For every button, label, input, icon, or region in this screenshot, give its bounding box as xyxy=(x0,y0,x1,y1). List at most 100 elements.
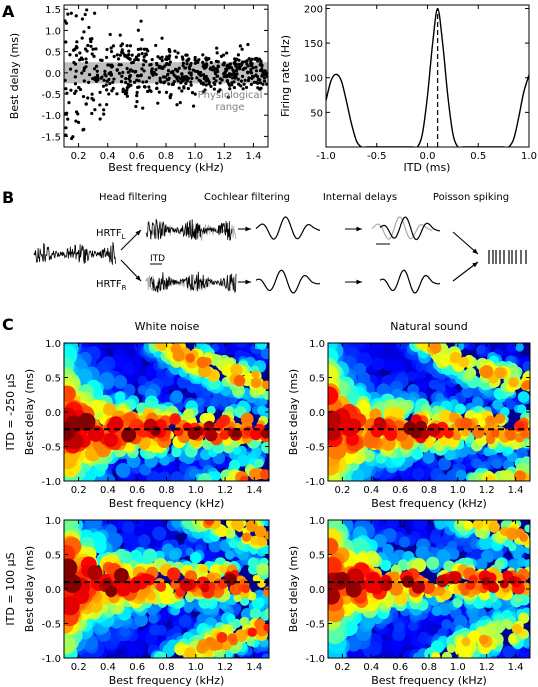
y-axis-label: Best delay (ms) xyxy=(23,369,36,455)
scatter-point xyxy=(246,78,251,83)
scatter-point xyxy=(177,66,181,70)
scatter-point xyxy=(262,79,267,83)
scatter-point xyxy=(125,94,130,98)
x-tick-label: 0.0 xyxy=(420,151,436,162)
map-cell xyxy=(506,527,519,541)
y-tick-label: -0.5 xyxy=(41,90,61,101)
map-cell xyxy=(426,556,440,570)
scatter-point xyxy=(174,55,178,59)
map-cell xyxy=(421,580,435,595)
scatter-point xyxy=(69,88,73,92)
scatter-point xyxy=(64,40,68,44)
scatter-point xyxy=(234,69,239,73)
map-cell xyxy=(158,471,171,481)
scatter-point xyxy=(93,11,97,15)
scatter-point xyxy=(212,76,216,81)
scatter-point xyxy=(86,80,91,84)
map-cell xyxy=(379,639,392,652)
scatter-point xyxy=(100,58,104,63)
x-axis-ticks: -1.0 -0.5 0.0 0.5 1.0 xyxy=(316,5,537,162)
x-tick-label: 1.4 xyxy=(246,485,262,496)
map-cell xyxy=(213,640,223,651)
map-cell xyxy=(121,361,135,375)
scatter-point xyxy=(158,56,162,60)
scatter-point xyxy=(238,64,242,68)
scatter-point xyxy=(68,67,73,71)
map-cell xyxy=(105,343,117,352)
map-cell xyxy=(256,562,269,576)
scatter-point xyxy=(111,44,116,48)
map-cell xyxy=(492,399,503,410)
scatter-point xyxy=(254,73,258,77)
scatter-point xyxy=(73,47,77,51)
scatter-point xyxy=(84,60,89,65)
scatter-point xyxy=(224,67,228,71)
scatter-point xyxy=(94,47,98,51)
y-axis-ticks: 200 150 100 50 xyxy=(304,4,529,119)
scatter-point xyxy=(84,57,88,61)
scatter-point xyxy=(91,76,95,81)
map-cell xyxy=(170,471,184,481)
scatter-point xyxy=(189,83,193,87)
map-cell xyxy=(468,630,481,643)
scatter-point xyxy=(189,71,193,75)
map-cell xyxy=(105,585,117,598)
y-tick-label: -0.5 xyxy=(305,443,325,454)
scatter-point xyxy=(205,63,209,67)
scatter-point xyxy=(85,49,89,53)
scatter-point xyxy=(197,78,201,82)
x-tick-label: 0.4 xyxy=(363,662,379,673)
map-cell xyxy=(231,520,244,531)
scatter-point xyxy=(216,60,220,64)
y-tick-label: 50 xyxy=(310,108,323,119)
scatter-point xyxy=(191,68,195,72)
scatter-point xyxy=(163,75,167,79)
scatter-point xyxy=(135,94,139,98)
map-cell xyxy=(345,418,362,435)
map-cell xyxy=(431,651,441,658)
scatter-point xyxy=(216,70,220,74)
col-title-white-noise: White noise xyxy=(135,320,200,333)
scatter-point xyxy=(187,65,191,70)
scatter-point xyxy=(64,78,67,82)
map-cell xyxy=(415,369,427,380)
scatter-point xyxy=(155,86,159,91)
y-tick-label: 150 xyxy=(304,39,323,50)
scatter-point xyxy=(136,28,140,32)
map-cell xyxy=(380,579,393,592)
scatter-point xyxy=(246,64,250,68)
map-cell xyxy=(446,643,456,653)
map-cell xyxy=(524,545,530,555)
arrow-head xyxy=(356,279,362,285)
arrow-shaft xyxy=(452,231,479,255)
scatter-point xyxy=(225,79,229,83)
map-cells xyxy=(64,520,269,658)
map-cell xyxy=(443,428,454,439)
scatter-point xyxy=(64,87,68,91)
scatter-point xyxy=(116,57,121,61)
panel-c-maps: White noise Natural sound ITD = -250 µS … xyxy=(4,320,531,687)
scatter-point xyxy=(168,54,172,58)
scatter-point xyxy=(158,79,162,83)
scatter-point xyxy=(232,80,236,84)
scatter-point xyxy=(137,85,141,89)
map-cell xyxy=(196,356,209,369)
scatter-point xyxy=(186,86,190,91)
scatter-point xyxy=(247,76,251,80)
map-cell xyxy=(260,428,269,439)
scatter-point xyxy=(119,80,124,84)
map-cell xyxy=(461,386,474,399)
scatter-point xyxy=(181,61,186,65)
arrow-head xyxy=(245,226,251,232)
scatter-point xyxy=(154,72,158,77)
scatter-point xyxy=(218,81,222,85)
scatter-point xyxy=(140,67,144,71)
scatter-point xyxy=(118,53,122,57)
map-cell xyxy=(233,593,242,603)
scatter-point xyxy=(99,76,103,80)
map-cell xyxy=(126,643,140,657)
scatter-point xyxy=(86,96,90,100)
scatter-point xyxy=(143,85,147,89)
scatter-point xyxy=(183,66,188,70)
map-cell xyxy=(479,634,489,645)
